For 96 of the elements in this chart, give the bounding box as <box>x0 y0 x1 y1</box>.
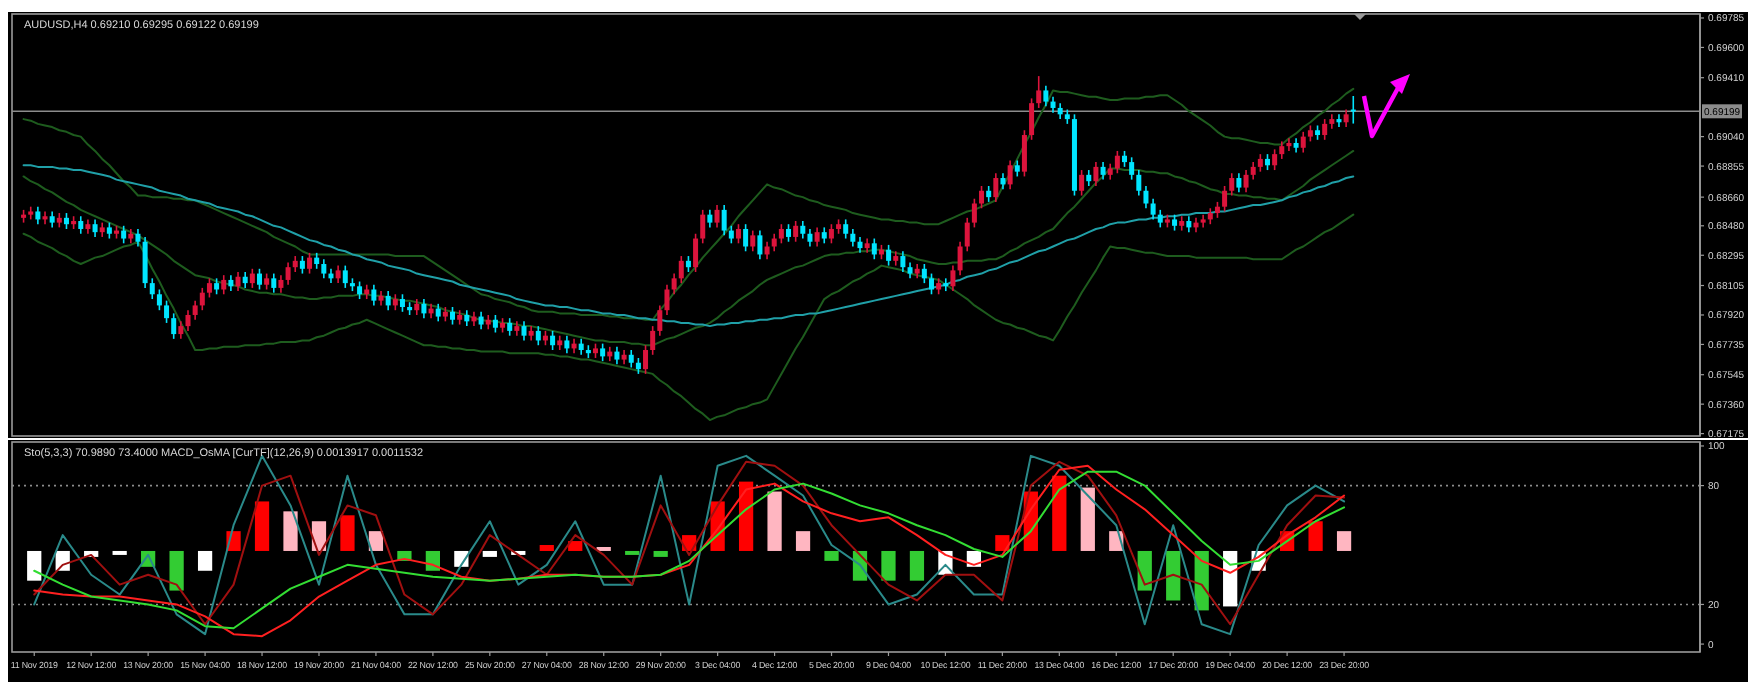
bar <box>767 491 782 551</box>
bar <box>1137 550 1152 591</box>
candlestick <box>1093 161 1099 187</box>
bar <box>1336 531 1352 551</box>
bar <box>254 501 270 551</box>
line-series <box>22 213 1355 422</box>
bar <box>1080 487 1095 551</box>
candlestick <box>700 209 706 245</box>
candlestick <box>421 298 427 319</box>
bar <box>539 545 554 551</box>
candlestick <box>1229 172 1235 197</box>
candlestick <box>721 204 727 237</box>
bar <box>568 541 583 551</box>
candlestick <box>1007 159 1013 190</box>
candlestick <box>1150 197 1156 221</box>
candlestick <box>321 258 327 280</box>
candlestick <box>371 283 377 307</box>
candlestick <box>750 229 756 253</box>
candlestick <box>521 320 527 342</box>
bar <box>1052 475 1067 551</box>
candlestick <box>206 277 212 299</box>
candlestick <box>185 309 191 332</box>
candlestick <box>221 274 227 296</box>
bar <box>1308 521 1323 551</box>
bar <box>368 531 384 551</box>
bar <box>653 550 668 557</box>
bar <box>881 550 896 581</box>
line-series <box>22 164 1355 328</box>
candlestick <box>1300 131 1306 154</box>
candlestick <box>307 252 313 275</box>
bar <box>340 515 355 551</box>
candlestick <box>743 223 749 253</box>
candlestick <box>235 271 241 292</box>
candlestick <box>1236 172 1242 194</box>
candlestick <box>928 272 934 296</box>
candlestick <box>886 244 892 267</box>
bar <box>1166 550 1181 601</box>
candlestick <box>1243 169 1249 194</box>
bar <box>197 550 213 571</box>
candlestick <box>943 277 949 292</box>
candlestick <box>1029 97 1035 141</box>
candlestick <box>757 229 763 261</box>
candlestick <box>385 290 391 311</box>
bar <box>283 511 298 551</box>
candlestick <box>921 263 927 284</box>
candlestick <box>979 185 985 210</box>
candlestick <box>843 218 849 240</box>
candlestick <box>871 237 877 261</box>
candlestick <box>156 288 162 311</box>
candlestick <box>971 197 977 229</box>
bar <box>169 550 184 591</box>
bar <box>795 531 811 551</box>
candlestick <box>256 267 262 291</box>
candlestick <box>714 204 720 229</box>
candlestick <box>1272 148 1278 171</box>
candlestick <box>1114 150 1120 175</box>
candlestick <box>1336 113 1342 128</box>
candlestick <box>535 325 541 347</box>
candlestick <box>793 220 799 243</box>
candlestick <box>778 223 784 245</box>
candlestick <box>285 261 291 286</box>
candlestick <box>164 299 170 324</box>
candlestick <box>199 287 205 311</box>
candlestick <box>650 325 656 356</box>
candlestick <box>900 250 906 273</box>
candlestick <box>1129 156 1135 181</box>
candlestick <box>1222 185 1228 213</box>
candlestick <box>1036 75 1042 109</box>
candlestick <box>814 226 820 248</box>
candlestick <box>735 223 741 245</box>
candlestick <box>271 272 277 294</box>
candlestick <box>1079 169 1085 197</box>
candlestick <box>342 264 348 289</box>
candlestick <box>1043 84 1049 108</box>
candlestick <box>42 210 48 225</box>
candlestick <box>550 330 556 351</box>
candlestick <box>993 172 999 203</box>
bar <box>995 535 1010 551</box>
candlestick <box>643 344 649 375</box>
line-series <box>22 149 1355 347</box>
bar <box>909 550 925 581</box>
candlestick <box>693 232 699 273</box>
candlestick <box>1350 95 1356 125</box>
bar <box>738 481 754 551</box>
candlestick <box>171 312 177 340</box>
bar <box>27 550 42 581</box>
candlestick <box>678 255 684 284</box>
candlestick <box>249 267 255 289</box>
candlestick <box>950 264 956 292</box>
bar <box>482 550 497 557</box>
candlestick <box>1021 129 1027 178</box>
candlestick <box>1286 137 1292 152</box>
candlestick <box>1322 118 1328 141</box>
bar <box>824 550 839 561</box>
candlestick <box>1136 169 1142 197</box>
candlestick <box>828 223 834 245</box>
